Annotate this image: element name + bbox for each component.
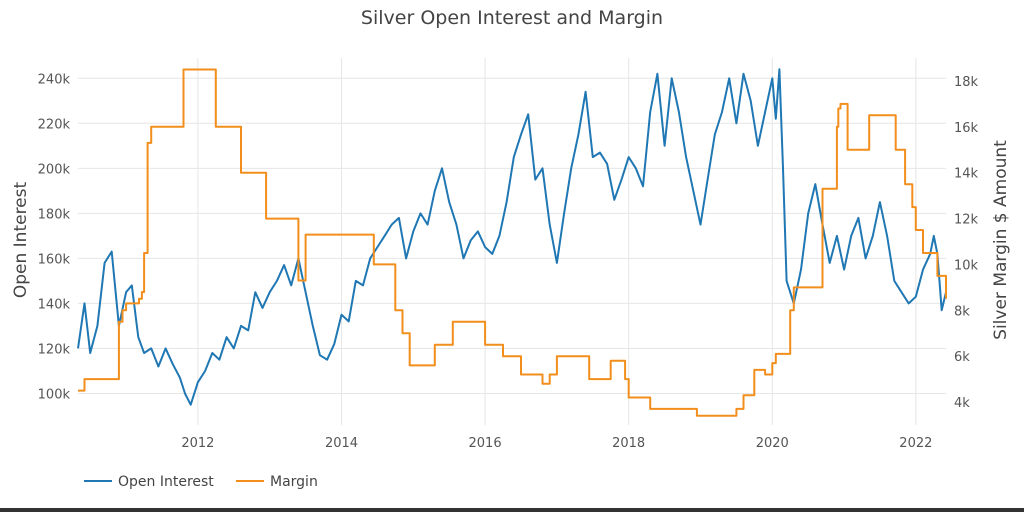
legend-label-margin: Margin — [270, 474, 318, 490]
y-axis-title-right: Silver Margin $ Amount — [991, 140, 1011, 340]
y-axis-title-left: Open Interest — [11, 182, 31, 299]
y2-tick-label: 14k — [954, 167, 979, 182]
series-layer — [77, 68, 947, 417]
y-tick-label: 180k — [38, 207, 71, 222]
y-tick-label: 200k — [38, 162, 71, 177]
x-tick-label: 2016 — [469, 436, 502, 451]
bottom-border — [0, 508, 1024, 512]
y-tick-label: 120k — [38, 342, 71, 357]
legend-label-open-interest: Open Interest — [118, 474, 214, 490]
y2-tick-label: 12k — [954, 213, 979, 228]
ticks: 100k 120k 140k 160k 180k 200k 220k 240k 2012 2014… — [38, 72, 979, 451]
y2-tick-label: 6k — [954, 350, 970, 365]
y2-tick-label: 16k — [954, 121, 979, 136]
x-tick-label: 2018 — [612, 436, 645, 451]
legend: Open Interest Margin — [84, 474, 318, 490]
y2-tick-label: 18k — [954, 75, 979, 90]
y2-tick-label: 10k — [954, 258, 979, 273]
y-tick-label: 240k — [38, 72, 71, 87]
y2-tick-label: 8k — [954, 304, 970, 319]
y2-tick-label: 4k — [954, 396, 970, 411]
y-tick-label: 160k — [38, 252, 71, 267]
x-tick-label: 2012 — [181, 436, 214, 451]
y-tick-label: 140k — [38, 297, 71, 312]
x-tick-label: 2014 — [325, 436, 358, 451]
x-tick-label: 2020 — [756, 436, 789, 451]
y-tick-label: 100k — [38, 387, 71, 402]
y-tick-label: 220k — [38, 117, 71, 132]
chart-title: Silver Open Interest and Margin — [361, 7, 663, 29]
series-line-open-interest — [77, 68, 947, 406]
x-tick-label: 2022 — [899, 436, 932, 451]
series-line-margin — [78, 68, 947, 417]
